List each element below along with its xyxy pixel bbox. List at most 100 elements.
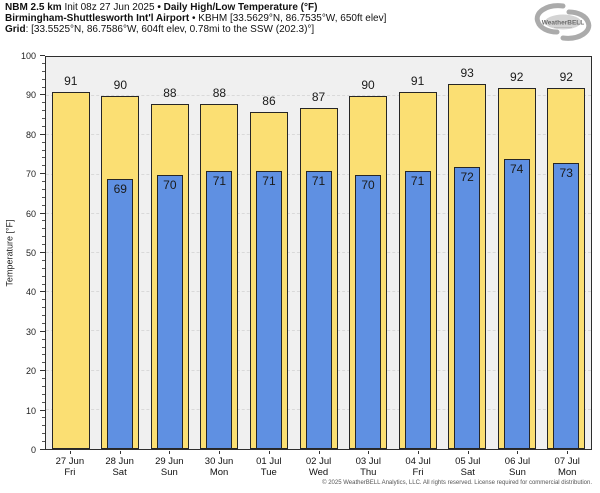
x-tick-label: 03 Jul Thu (343, 451, 393, 478)
y-minor-tick (42, 393, 45, 395)
y-minor-tick (42, 283, 45, 285)
day-slot: 90 70 (343, 57, 393, 449)
logo-text: WeatherBELL (542, 20, 585, 27)
y-minor-tick (42, 102, 45, 104)
y-minor-tick (42, 157, 45, 159)
y-tick-label: 70 (25, 169, 36, 180)
y-major-tick (40, 252, 45, 253)
x-label-date: 30 Jun (204, 456, 234, 467)
y-minor-tick (42, 204, 45, 206)
y-minor-tick (42, 244, 45, 246)
y-minor-tick (42, 165, 45, 167)
high-temp-label: 93 (460, 66, 474, 81)
x-tick-mark (318, 451, 320, 454)
y-tick-label: 60 (25, 208, 36, 219)
day-slot: 93 72 (442, 57, 492, 449)
y-minor-tick (42, 196, 45, 198)
weatherbell-logo: WeatherBELL (534, 3, 592, 41)
day-slot: 91 71 (393, 57, 443, 449)
init-time: Init 08z 27 Jun 2025 (61, 2, 158, 13)
low-temp-label: 71 (311, 173, 326, 188)
high-temp-label: 91 (64, 74, 78, 89)
y-minor-tick (42, 236, 45, 238)
y-tick-label: 10 (25, 405, 36, 416)
low-temp-bar: 71 (404, 170, 431, 449)
high-temp-label: 92 (559, 70, 573, 85)
high-temp-label: 88 (212, 86, 227, 101)
x-label-date: 06 Jul (504, 456, 531, 467)
y-major-tick (40, 449, 45, 450)
day-slot: 87 71 (294, 57, 344, 449)
y-major-tick (40, 409, 45, 411)
y-tick-label: 20 (25, 366, 36, 377)
x-label-date: 27 Jun (55, 456, 85, 467)
x-tick-mark (169, 451, 171, 454)
y-major-tick (40, 173, 45, 175)
y-major-tick (40, 133, 45, 135)
chart-title-line3: Grid: [33.5525°N, 86.7586°W, 604ft elev,… (5, 24, 314, 35)
y-minor-tick (42, 188, 45, 190)
y-minor-tick (42, 141, 45, 143)
chart-title-line2: Birmingham-Shuttlesworth Int'l Airport •… (5, 13, 386, 24)
x-tick-label: 05 Jul Sat (443, 451, 493, 478)
low-temp-bar: 71 (206, 170, 233, 449)
y-tick-label: 100 (20, 51, 36, 61)
copyright-text: © 2025 WeatherBELL Analytics, LLC. All r… (322, 480, 592, 486)
y-minor-tick (42, 441, 45, 443)
grid-label: Grid (5, 24, 26, 35)
high-temp-label: 92 (510, 70, 524, 85)
x-tick-label: 29 Jun Sun (144, 451, 194, 478)
low-temp-label: 73 (559, 165, 573, 180)
y-minor-tick (42, 149, 45, 151)
x-tick-mark (368, 451, 370, 454)
x-tick-label: 28 Jun Sat (95, 451, 145, 478)
x-label-weekday: Sat (112, 467, 127, 478)
day-slot: 92 74 (492, 57, 542, 449)
y-minor-tick (42, 267, 45, 269)
low-temp-bar: 70 (156, 174, 183, 449)
x-tick-mark (567, 451, 569, 454)
day-slot: 91 (46, 57, 96, 449)
y-minor-tick (42, 362, 45, 364)
y-major-tick (40, 55, 45, 56)
day-slot: 88 70 (145, 57, 195, 449)
low-temp-bar: 69 (107, 178, 134, 449)
y-major-tick (40, 370, 45, 372)
y-minor-tick (42, 62, 45, 64)
y-tick-label: 30 (25, 326, 36, 337)
logo-center (545, 14, 581, 30)
low-temp-label: 69 (113, 181, 127, 196)
x-label-date: 07 Jul (554, 456, 580, 467)
y-tick-label: 40 (25, 287, 36, 298)
day-slot: 92 73 (541, 57, 591, 449)
high-temp-label: 86 (262, 93, 276, 108)
x-label-date: 04 Jul (405, 456, 431, 467)
y-minor-tick (42, 307, 45, 309)
x-tick-label: 06 Jul Sun (493, 451, 543, 478)
day-slot: 86 71 (244, 57, 294, 449)
x-label-date: 01 Jul (256, 456, 282, 467)
x-tick-label: 27 Jun Fri (45, 451, 95, 478)
y-minor-tick (42, 70, 45, 72)
low-temp-label: 71 (410, 173, 425, 188)
low-temp-label: 70 (361, 177, 375, 192)
x-axis: 27 Jun Fri 28 Jun Sat 29 Jun Sun 30 Jun Mon 01 J… (45, 451, 592, 478)
y-major-tick (40, 291, 45, 293)
low-temp-bar: 71 (255, 170, 282, 449)
x-label-weekday: Fri (64, 467, 76, 478)
x-tick-mark (418, 451, 419, 454)
x-label-weekday: Thu (360, 467, 377, 478)
model-name: NBM 2.5 km (5, 2, 62, 13)
x-tick-label: 04 Jul Fri (393, 451, 443, 478)
y-minor-tick (42, 354, 45, 356)
y-major-tick (40, 212, 45, 214)
logo-swirl-bottom (560, 9, 592, 41)
high-temp-label: 90 (113, 78, 127, 93)
x-tick-label: 30 Jun Mon (194, 451, 244, 478)
y-major-tick (40, 94, 45, 96)
y-minor-tick (42, 181, 45, 183)
y-tick-label: 50 (25, 248, 36, 258)
y-minor-tick (42, 378, 45, 380)
high-temp-label: 87 (311, 89, 326, 104)
y-tick-label: 0 (30, 445, 36, 455)
